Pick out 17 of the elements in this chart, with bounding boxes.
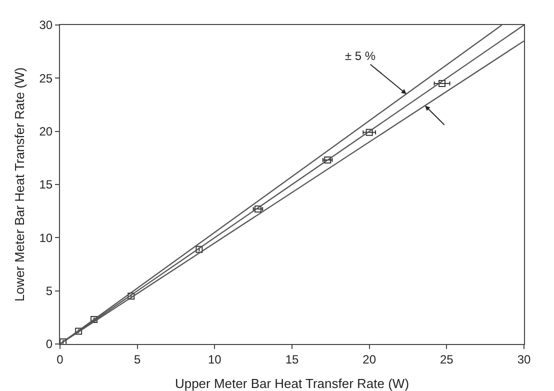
y-tick-label: 25: [39, 71, 53, 86]
y-tick-label: 30: [39, 18, 53, 32]
x-tick-label: 20: [362, 352, 376, 366]
x-tick-label: 5: [134, 352, 141, 366]
y-tick-label: 15: [39, 178, 53, 192]
x-tick-label: 15: [285, 352, 299, 366]
x-tick-label: 10: [208, 352, 222, 366]
y-tick-label: 5: [46, 284, 53, 298]
x-tick-label: 25: [440, 352, 454, 366]
y-tick-label: 0: [46, 337, 53, 352]
y-tick-label: 10: [39, 230, 53, 245]
y-tick-label: 20: [39, 124, 53, 139]
y-axis-title: Lower Meter Bar Heat Transfer Rate (W): [12, 67, 27, 302]
x-tick-label: 0: [56, 352, 64, 366]
annotation: ± 5 %: [345, 49, 376, 63]
x-tick-label: 30: [517, 352, 531, 366]
x-axis-title: Upper Meter Bar Heat Transfer Rate (W): [174, 376, 410, 391]
